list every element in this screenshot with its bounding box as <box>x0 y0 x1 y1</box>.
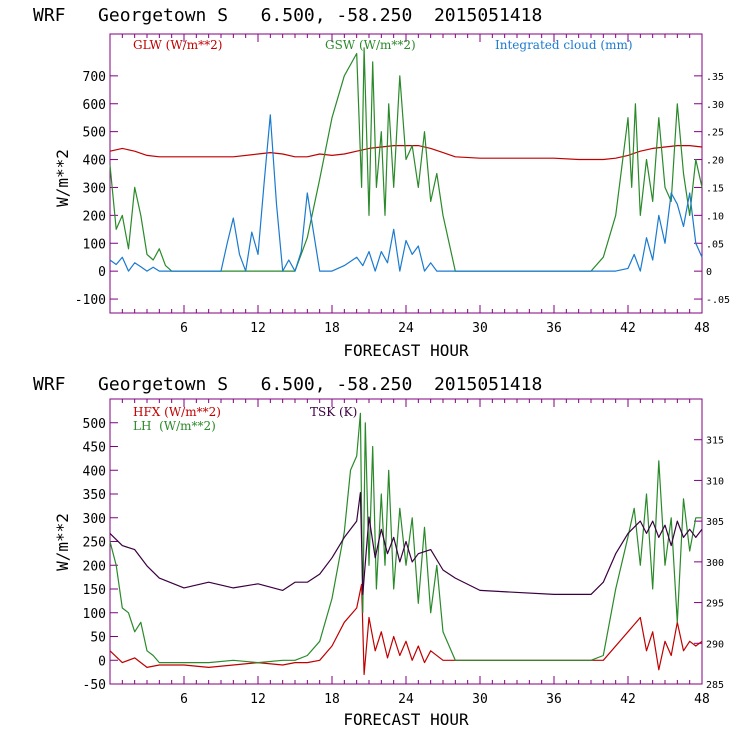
y2-tick-label: .25 <box>706 128 724 139</box>
legend-glw-top: GLW (W/m**2) <box>133 38 222 52</box>
series-line-lh <box>109 412 702 664</box>
y-tick-label: 350 <box>83 488 106 503</box>
series-line-hfx <box>109 583 703 676</box>
y-tick-label: 100 <box>83 237 106 252</box>
x-tick-label: 24 <box>398 692 414 707</box>
y-axis-label-bottom: W/m**2 <box>53 513 72 571</box>
x-tick-label: 12 <box>250 321 266 336</box>
legend-tsk-bottom: TSK (K) <box>310 405 357 419</box>
x-tick-label: 48 <box>694 692 710 707</box>
y-tick-label: 300 <box>83 181 106 196</box>
y2-tick-label: .30 <box>706 100 724 111</box>
axis-ticks-top: 6 12 18 24 30 36 42 48 -100 0 100 200 300 400 500 600 70… <box>75 34 730 336</box>
y-tick-label: 200 <box>83 559 106 574</box>
y-tick-label: 400 <box>83 154 106 169</box>
y-tick-label: -100 <box>75 293 106 308</box>
series-line-tsk <box>109 492 703 596</box>
x-tick-label: 36 <box>546 321 562 336</box>
y-tick-label: 100 <box>83 607 106 622</box>
y2-tick-label: .05 <box>706 239 724 250</box>
y2-tick-label: 290 <box>706 639 724 650</box>
y-tick-label: -50 <box>83 678 106 693</box>
y2-tick-label: 300 <box>706 558 724 569</box>
x-axis-label-top: FORECAST HOUR <box>343 341 469 360</box>
series-group-top <box>109 47 703 272</box>
y2-tick-label: 0 <box>706 267 712 278</box>
y2-tick-label: 305 <box>706 517 724 528</box>
y2-tick-label: .20 <box>706 156 724 167</box>
series-line-gsw <box>109 47 703 272</box>
legend-cloud-top: Integrated cloud (mm) <box>495 38 633 52</box>
legend-lh-bottom: LH (W/m**2) <box>133 419 216 433</box>
x-tick-label: 6 <box>180 692 188 707</box>
y-tick-label: 400 <box>83 464 106 479</box>
legend-hfx-bottom: HFX (W/m**2) <box>133 405 221 419</box>
y-tick-label: 0 <box>98 265 106 280</box>
legend-gsw-top: GSW (W/m**2) <box>325 38 416 52</box>
series-group-bottom <box>109 412 703 676</box>
y2-tick-label: .10 <box>706 211 724 222</box>
panel-bottom: WRF Georgetown S 6.500, -58.250 20150514… <box>33 374 724 729</box>
y-tick-label: 300 <box>83 512 106 527</box>
y-tick-label: 500 <box>83 417 106 432</box>
x-tick-label: 42 <box>620 692 636 707</box>
series-line-integrated <box>109 114 703 272</box>
x-tick-label: 6 <box>180 321 188 336</box>
chart-title-bottom: WRF Georgetown S 6.500, -58.250 20150514… <box>33 374 542 395</box>
x-tick-label: 18 <box>324 321 340 336</box>
panel-top: WRF Georgetown S 6.500, -58.250 20150514… <box>33 5 730 360</box>
y-tick-label: 150 <box>83 583 106 598</box>
y-axis-label-top: W/m**2 <box>53 149 72 207</box>
y2-tick-label: 310 <box>706 476 724 487</box>
x-axis-label-bottom: FORECAST HOUR <box>343 710 469 729</box>
y-tick-label: 700 <box>83 70 106 85</box>
x-tick-label: 42 <box>620 321 636 336</box>
y-tick-label: 500 <box>83 126 106 141</box>
axis-ticks-bottom: 6 12 18 24 30 36 42 48 -50 0 50 100 150 200 250 300 350 4… <box>83 399 724 707</box>
x-tick-label: 48 <box>694 321 710 336</box>
chart-title-top: WRF Georgetown S 6.500, -58.250 20150514… <box>33 5 542 26</box>
y2-tick-label: 285 <box>706 680 724 691</box>
y2-tick-label: -.05 <box>706 295 730 306</box>
y-tick-label: 450 <box>83 441 106 456</box>
y-tick-label: 200 <box>83 209 106 224</box>
x-tick-label: 30 <box>472 692 488 707</box>
x-tick-label: 30 <box>472 321 488 336</box>
x-tick-label: 12 <box>250 692 266 707</box>
x-tick-label: 24 <box>398 321 414 336</box>
y2-tick-label: .35 <box>706 72 724 83</box>
x-tick-label: 36 <box>546 692 562 707</box>
y2-tick-label: .15 <box>706 183 724 194</box>
x-tick-label: 18 <box>324 692 340 707</box>
y-tick-label: 0 <box>98 654 106 669</box>
y-tick-label: 600 <box>83 98 106 113</box>
y-tick-label: 250 <box>83 536 106 551</box>
y-tick-label: 50 <box>90 631 106 646</box>
y2-tick-label: 315 <box>706 436 724 447</box>
y2-tick-label: 295 <box>706 599 724 610</box>
